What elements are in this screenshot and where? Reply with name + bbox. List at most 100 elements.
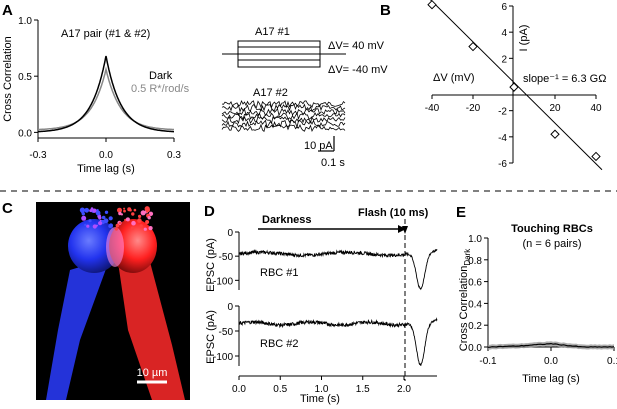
dendrite-punctum	[131, 212, 135, 216]
dendrite-punctum	[130, 226, 135, 230]
panel-b-y-tick-label: -6	[498, 159, 507, 170]
dendrite-punctum	[98, 221, 103, 226]
panel-d-y-label-bottom: EPSC (pA)	[205, 310, 217, 364]
panel-b-x-tick-label: 40	[590, 103, 602, 114]
panel-b-y-tick-label: 6	[501, 2, 507, 13]
dendrite-punctum	[90, 207, 94, 210]
panel-a-title: A17 pair (#1 & #2)	[61, 28, 150, 40]
a17-2-current-trace	[221, 123, 346, 133]
dark-correlation-line	[38, 55, 174, 133]
panel-a-plot: -0.3 0.0 0.3 0.0 0.5 1.0	[18, 16, 181, 161]
rbc-1-trace	[238, 248, 438, 291]
dv-top-label: ΔV= 40 mV	[328, 40, 385, 52]
dendrite-punctum	[115, 223, 120, 228]
dendrite-punctum	[147, 216, 151, 220]
panel-e-title: Touching RBCs	[511, 223, 593, 235]
trace-label-a17-1: A17 #1	[255, 26, 290, 38]
panel-a-legend-dark: Dark	[149, 70, 173, 82]
panel-b-y-tick-label: -4	[498, 133, 507, 144]
dendrite-punctum	[81, 215, 87, 221]
panel-e-y-label: Cross CorrelationDark	[458, 248, 472, 351]
panel-e-sem-band	[488, 341, 614, 350]
dendrite-punctum	[145, 220, 150, 224]
panel-b-data-point	[509, 82, 519, 92]
panel-d-x-tick-label: 2.0	[397, 384, 411, 395]
voltage-step-traces	[222, 40, 346, 68]
panel-d-y-tick-label: -100	[213, 352, 233, 363]
scale-x-label: 0.1 s	[321, 157, 345, 169]
dendrite-punctum	[84, 223, 87, 227]
dendrite-punctum	[123, 207, 126, 210]
panel-b-data-point	[550, 129, 560, 139]
panel-e-y-tick-label: 0.0	[468, 343, 482, 354]
panel-b-data-point	[427, 0, 437, 10]
micrograph-scale-label: 10 µm	[137, 367, 168, 379]
dendrite-punctum	[81, 212, 86, 216]
dendrite-punctum	[148, 226, 153, 231]
dendrite-punctum	[133, 208, 137, 212]
dendrite-punctum	[79, 207, 85, 213]
rbc-2-trace	[238, 317, 438, 366]
dendrite-punctum	[138, 214, 142, 218]
red-cell-axon	[118, 262, 185, 400]
panel-b-y-label: I (pA)	[518, 25, 530, 52]
dendrite-punctum	[88, 219, 92, 223]
dendrite-punctum	[131, 220, 136, 226]
dendrite-punctum	[123, 209, 126, 213]
dendrite-punctum	[114, 227, 118, 231]
panel-b-y-tick-label: 2	[501, 54, 507, 65]
panel-b-slope-annotation: slope⁻¹ = 6.3 GΩ	[523, 73, 606, 85]
dendrite-punctum	[118, 221, 122, 225]
flash-label: Flash (10 ms)	[358, 207, 429, 219]
panel-e-x-tick-label: -0.1	[479, 356, 497, 367]
fluorescence-micrograph: 10 µm	[36, 202, 190, 400]
dv-bottom-label: ΔV= -40 mV	[328, 64, 388, 76]
rbc-2-label: RBC #2	[260, 338, 299, 350]
panel-b-y-tick-label: -2	[498, 107, 507, 118]
panel-e-x-tick-label: 0.0	[544, 356, 558, 367]
panel-b-data-point	[468, 41, 478, 52]
panel-e-y-tick-label: 0.2	[468, 321, 482, 332]
dendrite-punctum	[89, 209, 93, 213]
panel-d-y-tick-label: -50	[219, 252, 234, 263]
dendrite-punctum	[84, 207, 90, 213]
panel-b-x-tick-label: -20	[466, 103, 481, 114]
panel-e-y-tick-label: 0.8	[468, 256, 482, 267]
dendrite-punctum	[139, 224, 143, 228]
scale-y-label: 10 pA	[304, 140, 333, 152]
darkness-label: Darkness	[262, 214, 312, 226]
dendrite-punctum	[92, 224, 97, 229]
dendrite-punctum	[140, 210, 146, 216]
panel-a-x-tick-label: 0.0	[99, 150, 113, 161]
panel-d-y-label-top: EPSC (pA)	[205, 238, 217, 292]
a17-2-current-trace	[221, 107, 346, 117]
panel-e-x-label: Time lag (s)	[522, 373, 580, 385]
darkness-arrowhead	[398, 225, 406, 233]
dendrite-puncta	[79, 206, 154, 231]
panel-e-x-tick-label: 0.1	[607, 356, 617, 367]
panel-letter-a: A	[2, 2, 13, 19]
panel-e-ticks: -0.1 0.0 0.1 0.0 0.2 0.4 0.6 0.8 1.0	[468, 234, 617, 367]
panel-a-x-label: Time lag (s)	[77, 163, 135, 175]
dendrite-punctum	[117, 207, 122, 213]
blue-cell-axon	[46, 258, 110, 400]
a17-2-current-trace	[221, 103, 346, 113]
panel-a-legend-light: 0.5 R*/rod/s	[131, 83, 190, 95]
a17-2-current-trace	[221, 99, 346, 109]
panel-e-plot: -0.1 0.0 0.1 0.0 0.2 0.4 0.6 0.8 1.0	[468, 234, 617, 367]
panel-e-y-tick-label: 0.6	[468, 278, 482, 289]
panel-b-plot: -40 -20 20 40 6 4 2 -2 -4 -6	[425, 0, 603, 171]
panel-d-x-tick-label: 0.0	[232, 384, 246, 395]
panel-e-y-tick-label: 1.0	[468, 234, 482, 245]
panel-b-y-tick-label: 4	[501, 28, 507, 39]
dendrite-punctum	[86, 224, 90, 228]
blue-cell-soma	[68, 219, 120, 273]
panel-e-subtitle: (n = 6 pairs)	[523, 238, 582, 250]
panel-a-y-label: Cross Correlation	[2, 36, 14, 122]
a17-2-current-trace	[221, 111, 346, 121]
panel-b-x-tick-label: 20	[549, 103, 561, 114]
panel-a-ticks: -0.3 0.0 0.3 0.0 0.5 1.0	[18, 16, 181, 161]
panel-d-ticks: 0.0 0.5 1.0 1.5 2.0 0 -50 -100 0 -50 -100	[213, 228, 411, 395]
panel-d-y-tick-label: 0	[227, 228, 233, 239]
panel-d-plot: 0.0 0.5 1.0 1.5 2.0 0 -50 -100 0 -50 -100	[213, 228, 438, 395]
